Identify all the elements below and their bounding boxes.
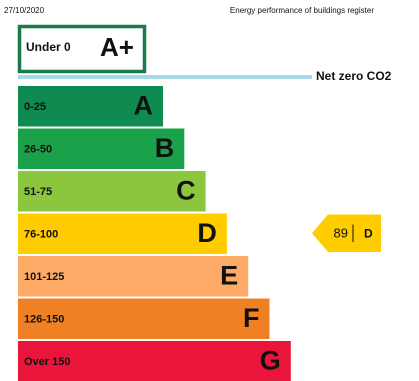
a-plus-range: Under 0 <box>26 40 71 54</box>
band-range: 51-75 <box>24 186 52 198</box>
band-letter: C <box>176 175 196 205</box>
bands: 0-25 A 26-50 B 51-75 C 76-100 D 101-125 E 126-150 F… <box>18 86 291 381</box>
a-plus-box <box>17 24 147 74</box>
current-rating-letter: D <box>364 226 373 240</box>
a-plus-letter: A+ <box>100 32 134 62</box>
band-range: Over 150 <box>24 356 70 368</box>
band <box>18 298 270 339</box>
band-range: 0-25 <box>24 101 46 113</box>
band-range: 26-50 <box>24 144 52 156</box>
band <box>18 213 227 254</box>
current-rating: 89 D <box>312 214 381 252</box>
band-letter: D <box>197 218 217 248</box>
band-range: 126-150 <box>24 314 64 326</box>
band-letter: A <box>134 90 154 120</box>
register-title: Energy performance of buildings register <box>230 6 374 15</box>
band <box>18 86 163 127</box>
rating-arrow <box>312 214 381 252</box>
band-letter: F <box>243 303 260 333</box>
band <box>18 256 249 297</box>
band-letter: E <box>220 260 238 290</box>
net-zero-label: Net zero CO2 <box>316 69 392 83</box>
band <box>18 171 206 212</box>
date: 27/10/2020 <box>4 6 45 15</box>
band-letter: B <box>155 133 175 163</box>
band <box>18 128 185 169</box>
band-letter: G <box>260 345 281 375</box>
band-range: 101-125 <box>24 271 64 283</box>
current-score: 89 <box>334 226 348 241</box>
band-range: 76-100 <box>24 229 58 241</box>
band <box>18 341 291 381</box>
